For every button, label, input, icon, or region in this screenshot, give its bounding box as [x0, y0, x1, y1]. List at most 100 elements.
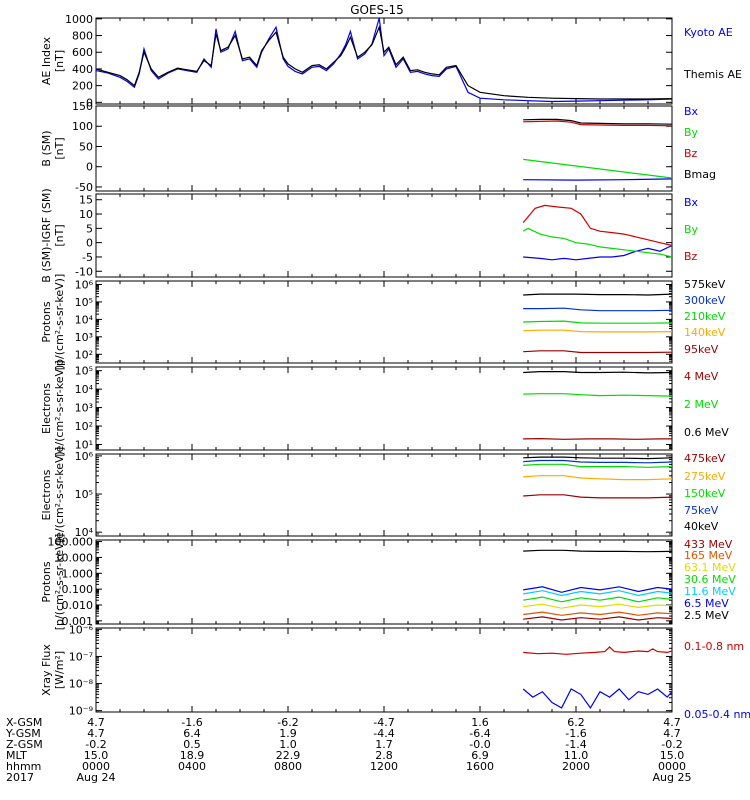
ephemeris-value: 0.5: [183, 738, 201, 751]
ephemeris-value: 4.7: [663, 727, 681, 740]
y-axis-units: [p/(cm²-s-sr-keV)]: [53, 274, 66, 371]
panel-7: 0.001 0.010 0.100 1.000 10.000 100.000 Protons…: [40, 534, 736, 631]
legend-entry: 2 MeV: [684, 398, 719, 411]
y-tick-label: 10¹: [75, 438, 93, 451]
series-line-6-5-mev: [523, 586, 673, 593]
y-axis-title: B (SM)-IGRF (SM): [40, 188, 53, 282]
ephemeris-row-label: X-GSM: [6, 716, 42, 729]
panel-frame: [95, 280, 673, 364]
y-axis-units: [p/(cm²-s-sr-keV)]: [53, 534, 66, 631]
ephemeris-value: Aug 25: [653, 771, 692, 784]
ephemeris-value: -0.2: [85, 738, 106, 751]
ephemeris-value: 2000: [562, 760, 590, 773]
panel-8: 10⁻⁹ 10⁻⁸ 10⁻⁷ 10⁻⁶ Xray Flux [W/m²] 0.1-0.8 n…: [40, 623, 750, 721]
legend-entry: 75keV: [684, 504, 719, 517]
series-line-95kev: [523, 350, 673, 354]
series-line-140kev: [523, 329, 673, 333]
y-axis-units: [nT]: [53, 50, 66, 72]
y-tick-label: 10⁴: [75, 313, 94, 326]
ephemeris-value: 1.0: [279, 738, 297, 751]
legend-entry: 4 MeV: [684, 370, 719, 383]
legend-entry: Kyoto AE: [684, 26, 733, 39]
panel-frame: [95, 627, 673, 713]
y-tick-label: 10.000: [55, 551, 94, 564]
ephemeris-value: 1600: [466, 760, 494, 773]
legend-entry: By: [684, 126, 699, 139]
y-tick-label: 10: [79, 208, 93, 221]
ephemeris-row-label: Y-GSM: [5, 727, 41, 740]
ephemeris-value: 15.0: [84, 749, 109, 762]
series-line-bmag: [523, 118, 673, 125]
ephemeris-value: -0.2: [661, 738, 682, 751]
ephemeris-value: 1200: [370, 760, 398, 773]
panel-frame: [95, 366, 673, 451]
ephemeris-value: 1.7: [375, 738, 393, 751]
legend-entry: 11.6 MeV: [684, 585, 736, 598]
panel-4: 10² 10³ 10⁴ 10⁵ 10⁶ Protons [p/(cm²-s-sr-keV)]…: [40, 274, 726, 371]
y-tick-label: 10⁵: [75, 488, 93, 501]
panel-1: 0 200 400 600 800 1000 AE Index [nT] Kyoto AE The…: [40, 13, 742, 109]
legend-entry: 165 MeV: [684, 549, 733, 562]
panel-frame: [95, 193, 673, 278]
ephemeris-value: 0000: [658, 760, 686, 773]
ephemeris-value: 0400: [178, 760, 206, 773]
y-axis-units: [e/(cm²-s-sr-keV)]: [53, 360, 66, 456]
y-tick-label: -10: [75, 265, 93, 278]
ephemeris-value: 2.8: [375, 749, 393, 762]
ephemeris-value: 11.0: [564, 749, 589, 762]
chart-title: GOES-15: [350, 3, 404, 17]
y-tick-label: 10⁵: [75, 365, 93, 378]
ephemeris-value: -6.2: [277, 716, 298, 729]
y-tick-label: 0.010: [62, 599, 94, 612]
y-tick-label: 10⁻⁸: [69, 678, 94, 691]
y-axis-units: [e/(cm²-s-sr-keV)]: [53, 447, 66, 543]
legend-entry: 0.1-0.8 nm: [684, 640, 744, 653]
series-line-0-1-0-8-nm: [523, 646, 673, 655]
ephemeris-value: 6.4: [183, 727, 201, 740]
ephemeris-row-label: hhmm: [6, 760, 41, 773]
y-tick-label: 15: [79, 194, 93, 207]
y-tick-label: 5: [86, 222, 93, 235]
series-line-2-mev: [523, 393, 673, 397]
series-line-30-6-mev: [523, 596, 673, 603]
legend-entry: By: [684, 223, 699, 236]
series-line-40kev: [523, 456, 673, 460]
y-axis-title: Electrons: [40, 469, 53, 520]
ephemeris-value: 15.0: [660, 749, 685, 762]
y-axis-title: B (SM): [40, 130, 53, 166]
ephemeris-value: 4.7: [87, 716, 105, 729]
series-line-11-6-mev: [523, 590, 673, 597]
legend-entry: 63.1 MeV: [684, 561, 736, 574]
legend-entry: 2.5 MeV: [684, 609, 729, 622]
ephemeris-value: 4.7: [87, 727, 105, 740]
ephemeris-row-label: MLT: [6, 749, 27, 762]
y-tick-label: 10⁶: [75, 450, 94, 463]
ephemeris-value: 1.6: [471, 716, 489, 729]
y-tick-label: 10⁻⁷: [69, 650, 93, 663]
series-line-bz: [522, 204, 673, 247]
legend-entry: 6.5 MeV: [684, 597, 729, 610]
y-tick-label: 10⁴: [75, 526, 94, 539]
series-line-4-mev: [523, 437, 672, 440]
y-tick-label: 0.001: [62, 615, 94, 628]
series-line-2-5-mev: [523, 549, 673, 553]
y-tick-label: 10⁶: [75, 278, 94, 291]
y-tick-label: 0.100: [62, 583, 94, 596]
series-line-75kev: [523, 459, 673, 464]
series-line-0-6-mev: [523, 371, 673, 374]
y-tick-label: 0: [86, 161, 93, 174]
y-tick-label: 10⁻⁶: [69, 623, 94, 636]
legend-entry: 433 MeV: [684, 538, 733, 551]
ephemeris-value: 18.9: [180, 749, 205, 762]
series-line-210kev: [523, 320, 673, 324]
series-line-bz: [523, 120, 673, 127]
y-tick-label: 10³: [75, 402, 93, 415]
panel-6: 10⁴ 10⁵ 10⁶ Electrons [e/(cm²-s-sr-keV)] 475k…: [40, 447, 726, 543]
y-tick-label: 800: [72, 30, 93, 43]
y-tick-label: 400: [72, 63, 93, 76]
series-line-by: [522, 227, 673, 258]
y-axis-title: AE Index: [40, 36, 53, 85]
